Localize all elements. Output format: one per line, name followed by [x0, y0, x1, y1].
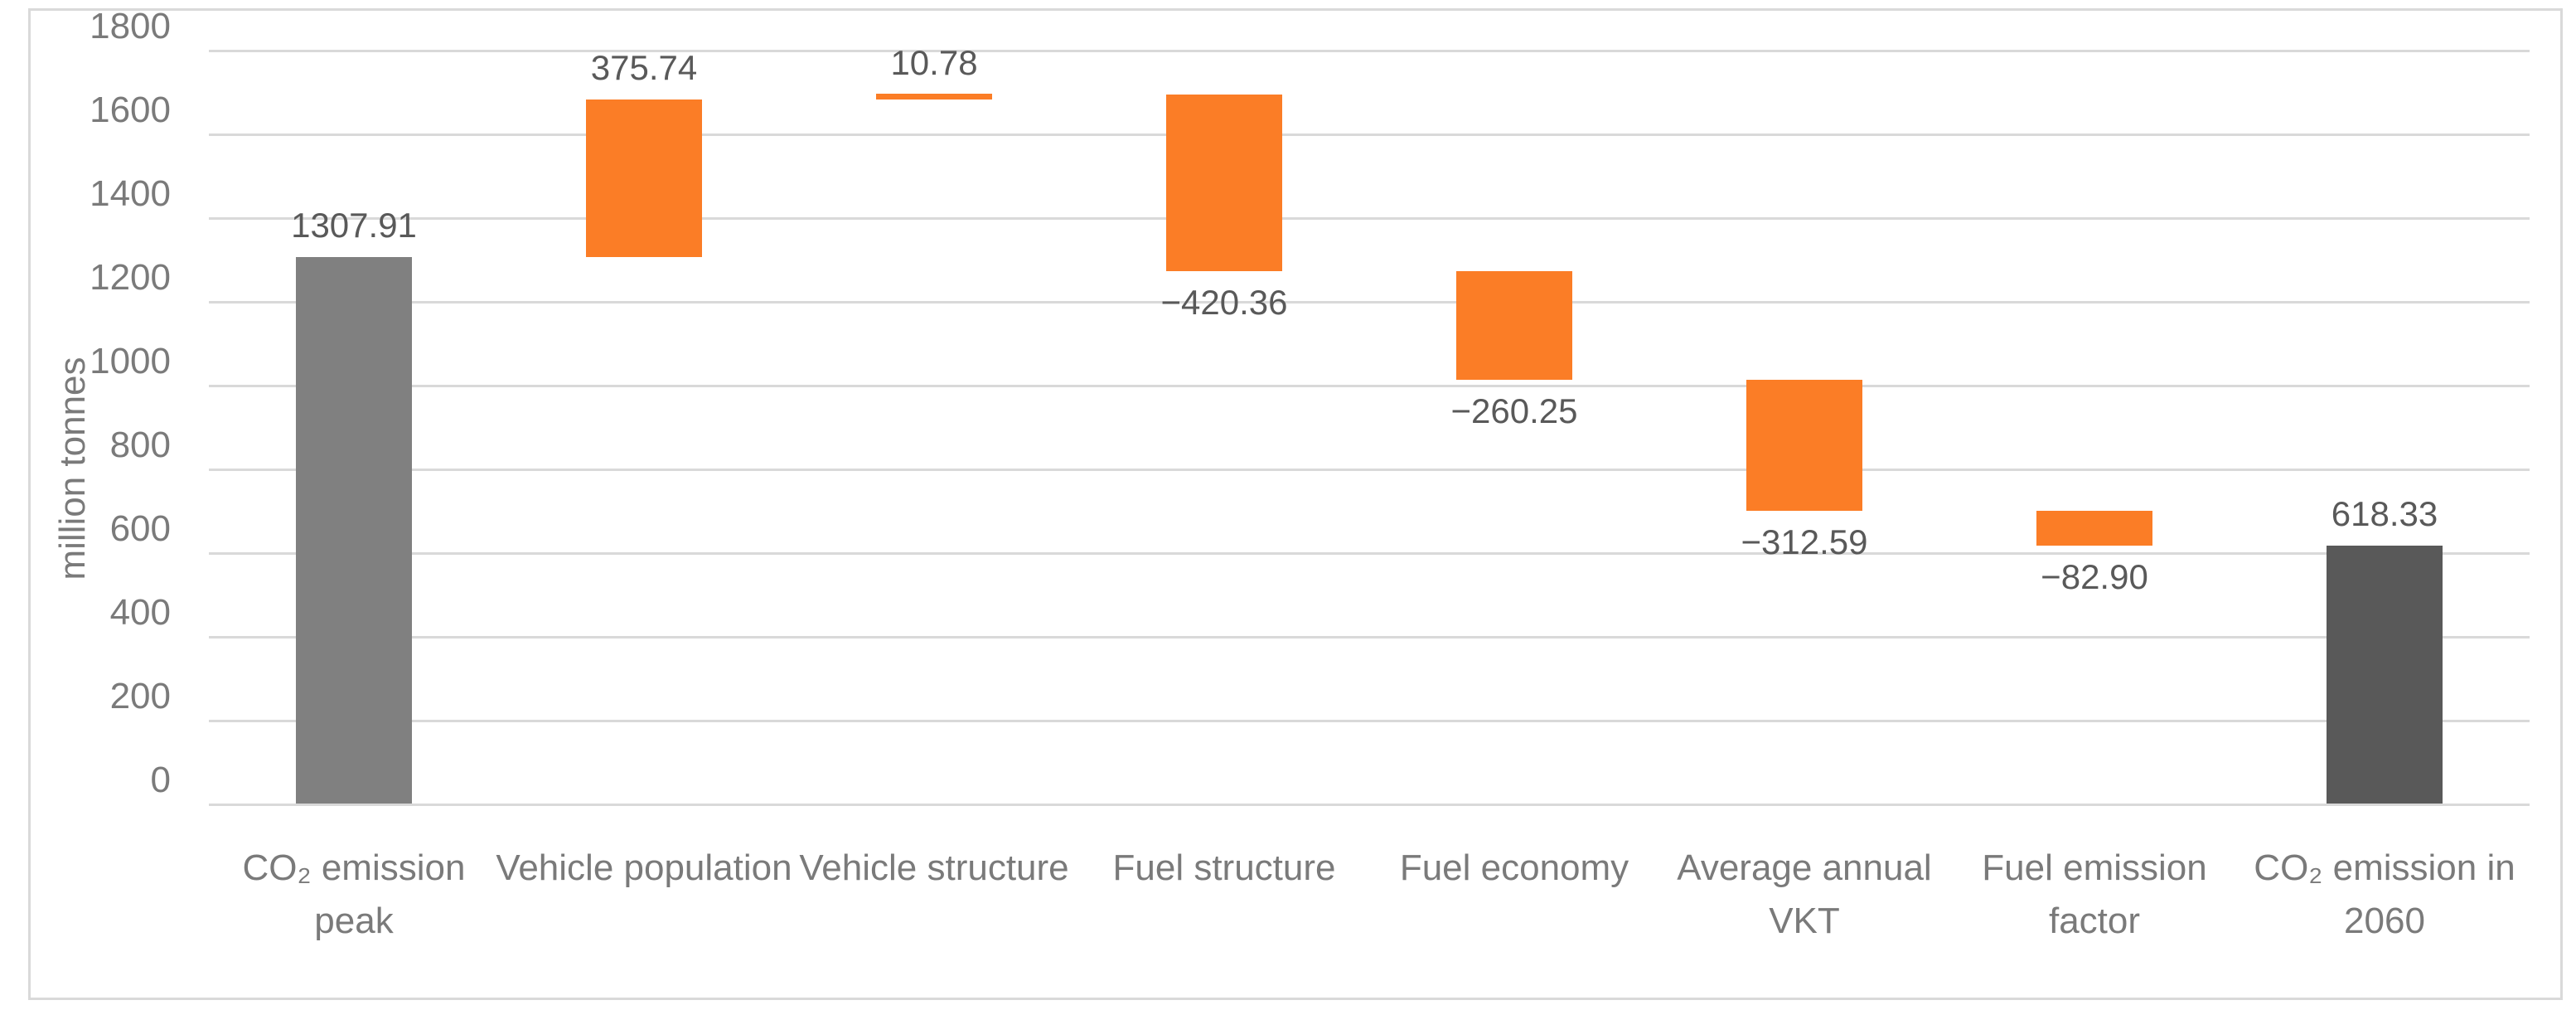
x-label-vehicle-structure: Vehicle structure	[781, 842, 1087, 895]
x-label-line: 2060	[2344, 901, 2425, 941]
gridline-1000	[209, 384, 2530, 387]
bar-fuel-economy	[1456, 270, 1572, 381]
x-label-line: Fuel structure	[1112, 847, 1336, 888]
x-label-co2-emission-in-2060: CO₂ emission in 2060	[2231, 842, 2538, 948]
data-label-fuel-emission-factor: −82.90	[2041, 556, 2148, 596]
bar-vehicle-population	[586, 99, 702, 257]
y-tick-label-600: 600	[109, 508, 171, 549]
x-label-co2-emission-peak: CO₂ emission peak	[201, 842, 507, 948]
y-tick-label-400: 400	[109, 592, 171, 633]
y-tick-label-800: 800	[109, 425, 171, 465]
gridline-200	[209, 719, 2530, 722]
x-label-line: VKT	[1769, 901, 1840, 941]
plot-area: 1307.91 375.74 10.78 −420.36 −260.25 −312.59 −…	[209, 43, 2530, 806]
y-tick-label-1800: 1800	[90, 6, 171, 46]
gridline-400	[209, 635, 2530, 639]
y-tick-label-1000: 1000	[90, 341, 171, 381]
data-label-co2-emission-peak: 1307.91	[291, 205, 417, 245]
gridline-1600	[209, 133, 2530, 136]
x-label-fuel-emission-factor: Fuel emission factor	[1941, 842, 2248, 948]
x-label-line: Average annual	[1677, 847, 1932, 888]
x-label-fuel-economy: Fuel economy	[1361, 842, 1668, 895]
y-tick-label-1400: 1400	[90, 173, 171, 214]
x-label-line: Vehicle structure	[799, 847, 1069, 888]
bar-co2-emission-in-2060	[2327, 545, 2443, 804]
x-label-line: CO₂ emission in	[2254, 847, 2515, 888]
x-label-fuel-structure: Fuel structure	[1071, 842, 1378, 895]
x-label-vehicle-population: Vehicle population	[491, 842, 797, 895]
x-label-line: Fuel economy	[1399, 847, 1629, 888]
bar-average-annual-vkt	[1746, 380, 1862, 511]
x-label-line: CO₂ emission peak	[242, 847, 466, 941]
data-label-co2-emission-in-2060: 618.33	[2331, 493, 2438, 533]
bar-fuel-structure	[1166, 95, 1282, 271]
bar-fuel-emission-factor	[2036, 510, 2152, 546]
gridline-800	[209, 468, 2530, 471]
data-label-fuel-structure: −420.36	[1160, 282, 1288, 322]
gridline-1400	[209, 216, 2530, 220]
x-label-line: Vehicle population	[496, 847, 792, 888]
y-axis: 0 200 400 600 800 1000 1200 1400 1600 1800	[0, 6, 171, 804]
x-label-line: Fuel emission	[1982, 847, 2207, 888]
y-tick-label-1200: 1200	[90, 257, 171, 298]
gridline-0	[209, 803, 2530, 806]
bar-vehicle-structure	[876, 93, 992, 100]
data-label-average-annual-vkt: −312.59	[1741, 522, 1868, 561]
y-tick-label-1600: 1600	[90, 90, 171, 130]
data-label-fuel-economy: −260.25	[1450, 391, 1578, 431]
gridline-600	[209, 551, 2530, 555]
chart-border	[28, 8, 2563, 1000]
y-tick-label-200: 200	[109, 676, 171, 716]
data-label-vehicle-structure: 10.78	[890, 43, 978, 83]
x-label-line: factor	[2048, 901, 2141, 941]
gridline-1200	[209, 300, 2530, 303]
bar-co2-emission-peak	[296, 256, 412, 804]
y-tick-label-0: 0	[150, 760, 171, 800]
data-label-vehicle-population: 375.74	[590, 47, 698, 87]
x-label-average-annual-vkt: Average annual VKT	[1651, 842, 1958, 948]
gridline-1800	[209, 49, 2530, 52]
